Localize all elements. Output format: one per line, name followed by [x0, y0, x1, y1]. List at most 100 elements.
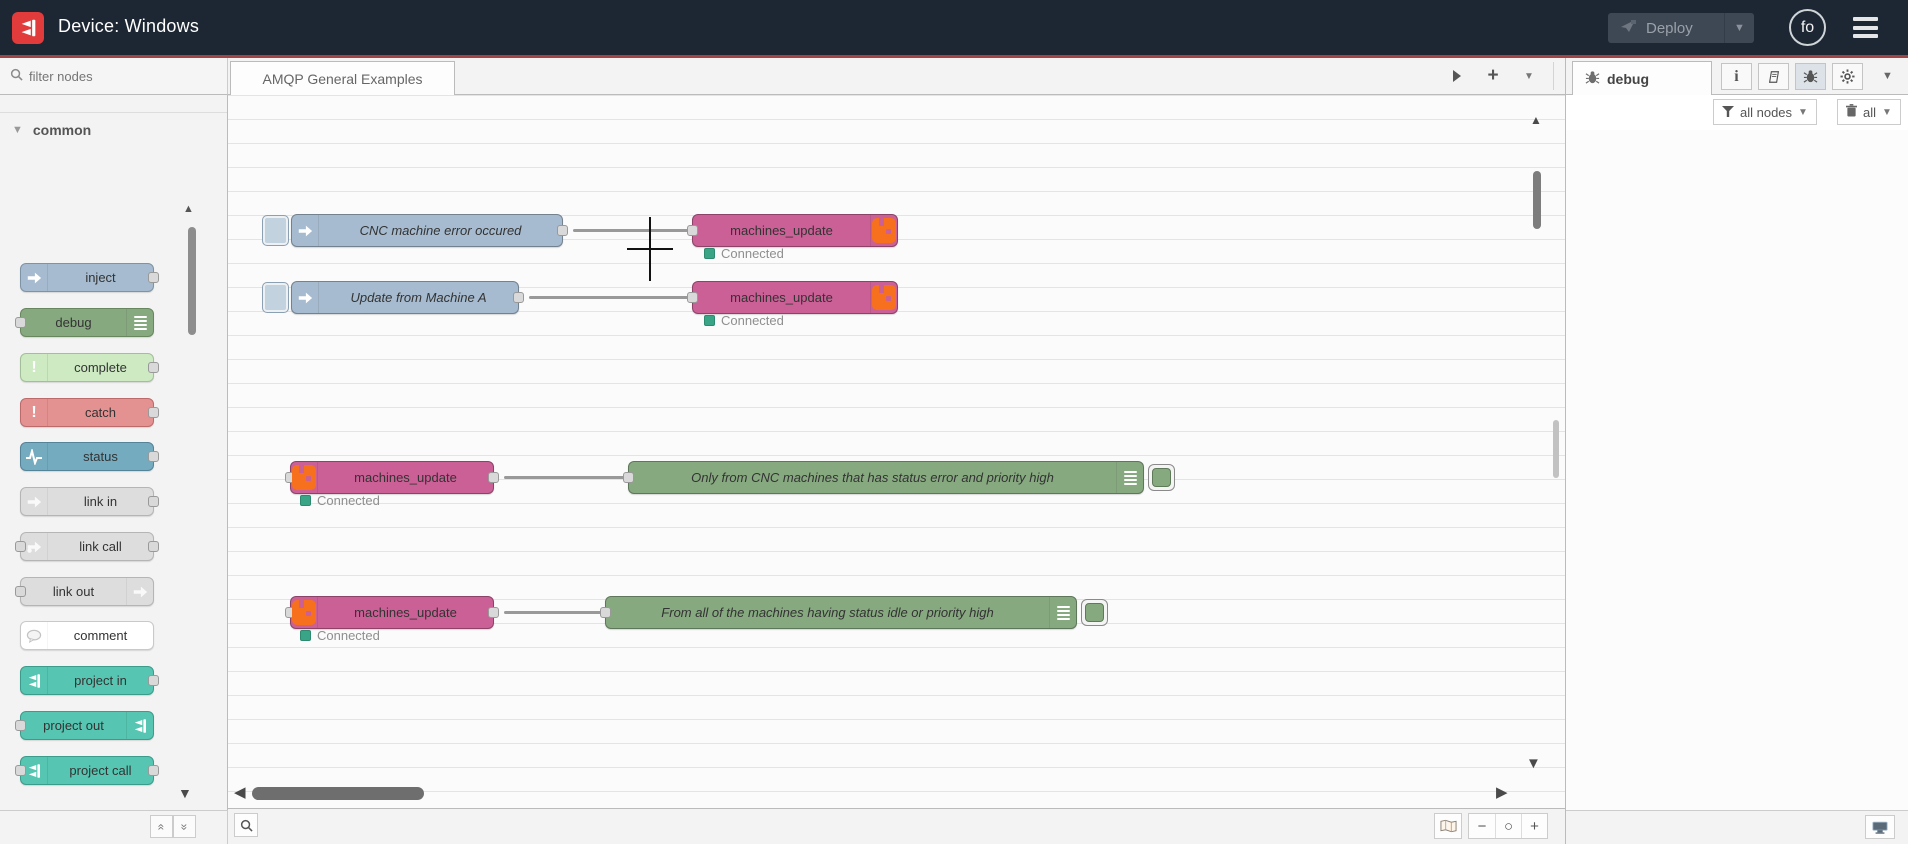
flow-node-amqp-out-2[interactable]: machines_update: [687, 281, 898, 314]
catch-icon: !: [21, 399, 48, 426]
palette-node-complete[interactable]: ! complete: [20, 353, 159, 382]
palette-node-inject[interactable]: inject: [20, 263, 159, 292]
bug-icon: [1585, 70, 1600, 88]
zoom-in-button[interactable]: +: [1521, 814, 1547, 838]
input-port[interactable]: [15, 719, 26, 731]
config-tab-button[interactable]: [1832, 63, 1863, 90]
add-flow-button[interactable]: +: [1487, 65, 1499, 86]
zoom-reset-button[interactable]: ○: [1495, 814, 1521, 838]
input-port[interactable]: [600, 606, 611, 618]
flow-node-amqp-out-1[interactable]: machines_update: [687, 214, 898, 247]
debug-enable-toggle[interactable]: [1081, 599, 1108, 626]
palette-scroll-up-arrow[interactable]: ▲: [183, 203, 194, 215]
status-dot: [704, 315, 715, 326]
output-port[interactable]: [148, 406, 159, 418]
flow-canvas[interactable]: CNC machine error occured machines_updat…: [228, 95, 1565, 808]
tab-debug[interactable]: debug: [1572, 61, 1712, 95]
flow-node-amqp-in-2[interactable]: machines_update: [285, 596, 499, 629]
main-menu-button[interactable]: [1853, 17, 1878, 38]
output-port[interactable]: [148, 361, 159, 373]
tab-amqp-general-examples[interactable]: AMQP General Examples: [230, 61, 455, 95]
palette-node-status[interactable]: status: [20, 442, 159, 471]
input-port[interactable]: [623, 471, 634, 483]
palette-node-debug[interactable]: debug: [15, 308, 154, 337]
node-red-logo-icon: [12, 12, 44, 44]
debug-clear-button[interactable]: all ▼: [1837, 99, 1901, 125]
output-port[interactable]: [488, 606, 499, 618]
search-flows-button[interactable]: [234, 813, 258, 837]
output-port[interactable]: [148, 674, 159, 686]
rabbitmq-icon: [870, 215, 897, 246]
open-in-window-button[interactable]: [1865, 815, 1895, 839]
input-port[interactable]: [15, 540, 26, 552]
user-avatar[interactable]: fo: [1789, 9, 1826, 46]
input-port[interactable]: [687, 291, 698, 303]
palette-category-common[interactable]: ▼ common: [0, 112, 227, 146]
palette-scroll-down-arrow[interactable]: ▼: [178, 785, 192, 801]
minimap-button[interactable]: [1434, 813, 1462, 839]
wire[interactable]: [504, 476, 628, 479]
palette-node-link-call[interactable]: link call: [15, 532, 159, 561]
project-call-icon: [21, 757, 48, 784]
vertical-scrollbar-thumb[interactable]: [1533, 171, 1541, 229]
scroll-down-arrow[interactable]: ▼: [1526, 755, 1541, 772]
palette-node-comment[interactable]: comment: [20, 621, 154, 650]
help-tab-button[interactable]: [1758, 63, 1789, 90]
input-port[interactable]: [15, 316, 26, 328]
output-port[interactable]: [148, 764, 159, 776]
palette-node-project-call[interactable]: project call: [15, 756, 159, 785]
link-in-icon: [21, 488, 48, 515]
palette-node-project-out[interactable]: project out: [15, 711, 154, 740]
debug-filter-button[interactable]: all nodes ▼: [1713, 99, 1817, 125]
status-dot: [704, 248, 715, 259]
input-port[interactable]: [15, 764, 26, 776]
input-port[interactable]: [15, 585, 26, 597]
flow-node-inject-2[interactable]: Update from Machine A: [291, 281, 524, 314]
inject-button[interactable]: [262, 282, 289, 313]
palette-node-link-out[interactable]: link out: [15, 577, 154, 606]
output-port[interactable]: [148, 540, 159, 552]
node-status: Connected: [300, 493, 380, 508]
input-port[interactable]: [687, 224, 698, 236]
deploy-button[interactable]: Deploy ▼: [1608, 13, 1754, 43]
inject-button[interactable]: [262, 215, 289, 246]
wire[interactable]: [504, 611, 605, 614]
deploy-options-caret[interactable]: ▼: [1724, 13, 1754, 43]
output-port[interactable]: [488, 471, 499, 483]
palette-scrollbar-thumb[interactable]: [188, 227, 196, 335]
output-port[interactable]: [148, 450, 159, 462]
zoom-controls: − ○ +: [1468, 813, 1548, 839]
debug-enable-toggle[interactable]: [1148, 464, 1175, 491]
flow-node-debug-2[interactable]: From all of the machines having status i…: [600, 596, 1077, 629]
flow-list-caret[interactable]: ▼: [1524, 70, 1534, 82]
zoom-out-button[interactable]: −: [1477, 817, 1487, 835]
filter-nodes-input[interactable]: [29, 68, 189, 84]
palette-node-catch[interactable]: ! catch: [20, 398, 159, 427]
output-port[interactable]: [513, 291, 524, 303]
flow-node-inject-1[interactable]: CNC machine error occured: [291, 214, 568, 247]
palette-node-link-in[interactable]: link in: [20, 487, 159, 516]
header-accent-line: [0, 55, 1908, 58]
debug-tab-button[interactable]: [1795, 63, 1826, 90]
output-port[interactable]: [148, 271, 159, 283]
info-tab-button[interactable]: i: [1721, 63, 1752, 90]
scroll-up-arrow[interactable]: ▲: [1530, 113, 1542, 127]
chevron-down-icon: ▼: [1798, 106, 1808, 118]
collapse-categories-button[interactable]: «: [150, 815, 173, 838]
scroll-left-arrow[interactable]: ◀: [234, 784, 246, 801]
wire[interactable]: [573, 229, 691, 232]
next-tab-button[interactable]: [1444, 64, 1470, 88]
horizontal-scrollbar-thumb[interactable]: [252, 787, 424, 800]
palette-footer: « »: [0, 810, 228, 844]
sidebar-tabs-caret[interactable]: ▼: [1882, 70, 1893, 82]
scroll-right-arrow[interactable]: ▶: [1496, 784, 1508, 801]
flow-node-debug-1[interactable]: Only from CNC machines that has status e…: [623, 461, 1144, 494]
expand-categories-button[interactable]: »: [173, 815, 196, 838]
flow-node-amqp-in-1[interactable]: machines_update: [285, 461, 499, 494]
rabbitmq-icon: [870, 282, 897, 313]
sidebar-splitter-handle[interactable]: [1553, 420, 1559, 478]
output-port[interactable]: [148, 495, 159, 507]
palette-node-project-in[interactable]: project in: [20, 666, 159, 695]
wire[interactable]: [529, 296, 691, 299]
output-port[interactable]: [557, 224, 568, 236]
